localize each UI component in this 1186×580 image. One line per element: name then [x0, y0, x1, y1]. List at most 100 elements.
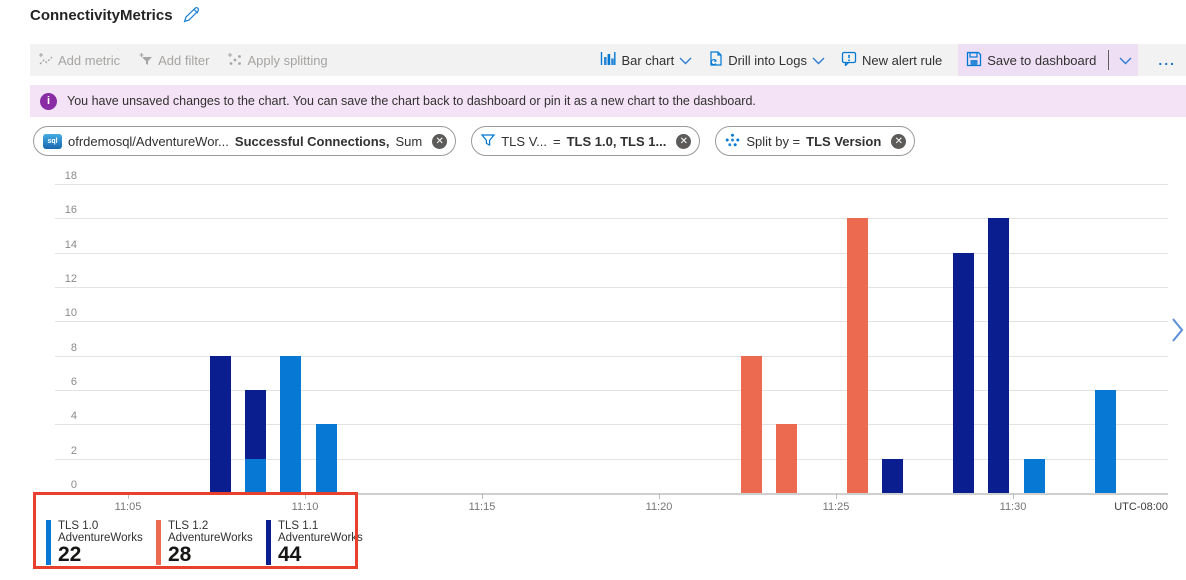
chart-bar[interactable] [953, 253, 974, 493]
chevron-down-icon [679, 53, 692, 68]
x-axis-tick [305, 493, 306, 499]
chart-type-dropdown[interactable]: Bar chart [600, 51, 692, 69]
info-icon: i [40, 92, 57, 110]
legend-resource-label: AdventureWorks [278, 532, 363, 544]
chart-bar[interactable] [316, 424, 337, 493]
gridline [55, 493, 1168, 495]
legend-resource-label: AdventureWorks [168, 532, 253, 544]
y-axis-tick-label: 8 [70, 342, 77, 354]
chart-bar[interactable] [245, 390, 266, 459]
legend-text: TLS 1.0 AdventureWorks 22 [58, 520, 143, 566]
new-alert-rule-button[interactable]: New alert rule [841, 51, 942, 69]
chart-legend: TLS 1.0 AdventureWorks 22 TLS 1.2 AdventureW… [46, 520, 376, 566]
add-filter-icon [138, 52, 153, 69]
toolbar-separator [1108, 50, 1110, 70]
add-filter-button[interactable]: Add filter [138, 52, 209, 69]
more-commands-button[interactable]: ... [1158, 52, 1176, 68]
page-title: ConnectivityMetrics [30, 7, 173, 24]
legend-total-value: 44 [278, 543, 302, 566]
apply-splitting-icon [227, 52, 242, 69]
split-icon [725, 133, 740, 150]
chart-bar[interactable] [741, 356, 762, 493]
drill-into-logs-dropdown[interactable]: Drill into Logs [708, 50, 825, 70]
sql-database-icon: sql [43, 133, 62, 149]
legend-color-swatch [156, 520, 161, 565]
metric-aggregation-text: Sum [395, 133, 423, 149]
metric-name-text: Successful Connections, [234, 133, 390, 149]
bar-chart-icon [600, 51, 616, 69]
gridline [55, 390, 1168, 391]
x-axis-tick-label: 11:10 [291, 501, 319, 513]
legend-resource-label: AdventureWorks [58, 532, 143, 544]
metric-pill[interactable]: sql ofrdemosql/AdventureWor... Successfu… [33, 126, 457, 156]
chart-bar[interactable] [1095, 390, 1116, 493]
toolbar-left-group: Add metric Add filter Apply splitting [38, 52, 328, 69]
split-field-text: TLS Version [806, 133, 882, 149]
y-axis-tick-label: 18 [64, 170, 77, 182]
legend-item[interactable]: TLS 1.2 AdventureWorks 28 [156, 520, 266, 566]
metric-pills-row: sql ofrdemosql/AdventureWor... Successfu… [33, 126, 916, 156]
save-to-dashboard-button[interactable]: Save to dashboard [966, 51, 1096, 70]
add-metric-button[interactable]: Add metric [38, 52, 120, 69]
gridline [55, 218, 1168, 219]
gridline [55, 459, 1168, 460]
gridline [55, 356, 1168, 357]
legend-text: TLS 1.2 AdventureWorks 28 [168, 520, 253, 566]
unsaved-changes-banner: i You have unsaved changes to the chart.… [30, 85, 1186, 117]
chevron-down-icon [812, 53, 825, 68]
save-options-chevron-icon[interactable] [1119, 53, 1132, 68]
timezone-label: UTC-08:00 [1114, 501, 1168, 513]
x-axis-tick [128, 493, 129, 499]
y-axis-tick-label: 14 [64, 239, 77, 251]
chart-bar[interactable] [280, 356, 301, 493]
chart-bar[interactable] [1024, 459, 1045, 493]
x-axis-tick-label: 11:15 [468, 501, 496, 513]
chart-bar[interactable] [988, 218, 1009, 493]
expand-panel-chevron-icon[interactable] [1171, 317, 1185, 348]
chart-bar[interactable] [776, 424, 797, 493]
save-icon [966, 51, 982, 70]
apply-splitting-button[interactable]: Apply splitting [227, 52, 328, 69]
x-axis-tick-label: 11:05 [114, 501, 142, 513]
gridline [55, 424, 1168, 425]
split-pill[interactable]: Split by = TLS Version ✕ [715, 126, 916, 156]
legend-total-value: 28 [168, 543, 192, 566]
legend-series-label: TLS 1.2 [168, 520, 209, 532]
remove-split-icon[interactable]: ✕ [891, 133, 907, 149]
document-logs-icon [708, 50, 723, 70]
legend-color-swatch [266, 520, 271, 565]
filter-values-text: TLS 1.0, TLS 1... [566, 133, 667, 149]
x-axis-tick [836, 493, 837, 499]
x-axis-tick [659, 493, 660, 499]
save-to-dashboard-group: Save to dashboard [958, 44, 1139, 76]
legend-item[interactable]: TLS 1.1 AdventureWorks 44 [266, 520, 376, 566]
remove-metric-icon[interactable]: ✕ [432, 133, 448, 149]
y-axis-tick-label: 6 [70, 376, 77, 388]
y-axis-tick-label: 12 [64, 273, 77, 285]
x-axis-tick-label: 11:25 [822, 501, 850, 513]
legend-series-label: TLS 1.0 [58, 520, 99, 532]
x-axis-tick [1013, 493, 1014, 499]
legend-item[interactable]: TLS 1.0 AdventureWorks 22 [46, 520, 156, 566]
remove-filter-icon[interactable]: ✕ [676, 133, 692, 149]
banner-text: You have unsaved changes to the chart. Y… [67, 94, 756, 108]
chart-bar[interactable] [210, 356, 231, 493]
chart-bar[interactable] [847, 218, 868, 493]
legend-series-label: TLS 1.1 [278, 520, 319, 532]
filter-pill[interactable]: TLS V... = TLS 1.0, TLS 1... ✕ [471, 126, 701, 156]
gridline [55, 184, 1168, 185]
y-axis-tick-label: 4 [70, 410, 77, 422]
filter-field-text: TLS V... [501, 133, 548, 149]
y-axis-tick-label: 16 [64, 204, 77, 216]
split-by-text: Split by = [746, 133, 801, 149]
alert-rule-icon [841, 51, 857, 69]
legend-text: TLS 1.1 AdventureWorks 44 [278, 520, 363, 566]
page-header: ConnectivityMetrics [30, 7, 200, 24]
filter-operator-text: = [553, 133, 561, 149]
edit-title-pencil-icon[interactable] [183, 7, 200, 24]
chart-bar[interactable] [245, 459, 266, 493]
chart-bar[interactable] [882, 459, 903, 493]
y-axis-tick-label: 2 [70, 445, 77, 457]
